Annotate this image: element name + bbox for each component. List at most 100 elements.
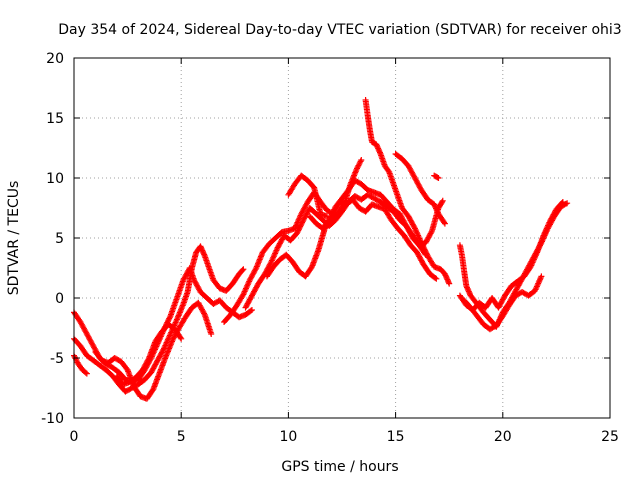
data-point xyxy=(240,266,247,273)
data-point xyxy=(446,280,453,287)
data-point xyxy=(340,202,347,209)
data-point xyxy=(465,287,472,294)
data-point xyxy=(267,260,274,267)
data-point xyxy=(328,211,335,218)
x-tick-label: 5 xyxy=(177,429,186,445)
data-point xyxy=(177,334,184,341)
data-point xyxy=(297,223,304,230)
data-point xyxy=(445,279,452,286)
axis-ticks: 0 5 10 15 20 25 -10 -5 0 5 10 15 20 xyxy=(41,51,619,445)
x-tick-label: 20 xyxy=(494,429,512,445)
x-axis-label: GPS time / hours xyxy=(281,459,398,475)
y-tick-label: -5 xyxy=(50,351,64,367)
data-point xyxy=(376,149,383,156)
data-point xyxy=(247,307,254,314)
data-point xyxy=(420,243,427,250)
data-point xyxy=(201,251,208,258)
data-layer xyxy=(71,97,571,402)
data-point xyxy=(197,243,204,250)
data-point xyxy=(375,145,382,152)
data-point xyxy=(198,246,205,253)
data-point xyxy=(418,241,425,248)
data-point xyxy=(420,245,427,252)
data-point xyxy=(298,220,305,227)
data-point xyxy=(385,167,392,174)
data-point xyxy=(83,370,90,377)
series-track-b xyxy=(71,243,247,395)
chart-title: Day 354 of 2024, Sidereal Day-to-day VTE… xyxy=(58,22,621,38)
y-tick-label: 0 xyxy=(55,291,64,307)
data-point xyxy=(433,205,440,212)
x-tick-label: 0 xyxy=(70,429,79,445)
data-point xyxy=(201,310,208,317)
series-track-d xyxy=(92,299,215,402)
data-point xyxy=(358,157,365,163)
data-point xyxy=(419,242,426,249)
data-point xyxy=(423,250,430,257)
data-point xyxy=(374,144,381,151)
data-point xyxy=(328,213,335,220)
data-point xyxy=(418,239,425,246)
data-point xyxy=(326,217,333,223)
data-point xyxy=(252,266,259,273)
series-track-l xyxy=(392,151,448,227)
data-point xyxy=(373,142,380,149)
data-point xyxy=(329,209,336,216)
data-point xyxy=(559,199,566,205)
data-point xyxy=(293,230,300,237)
data-point xyxy=(327,214,334,221)
data-point xyxy=(428,229,435,236)
data-point xyxy=(373,141,380,148)
data-point xyxy=(208,331,215,337)
data-point xyxy=(444,276,451,283)
data-point xyxy=(433,275,440,282)
data-point xyxy=(422,249,429,256)
data-point xyxy=(295,226,302,233)
data-point xyxy=(466,289,473,296)
data-point xyxy=(431,201,438,208)
series-track-e xyxy=(113,321,185,388)
y-tick-label: 20 xyxy=(46,51,64,67)
y-tick-label: 5 xyxy=(55,231,64,247)
data-point xyxy=(564,200,571,207)
data-point xyxy=(435,175,442,181)
data-point xyxy=(433,206,440,213)
data-point xyxy=(294,228,301,235)
x-tick-label: 25 xyxy=(601,429,619,445)
data-point xyxy=(421,246,428,253)
data-point xyxy=(431,202,438,209)
data-point xyxy=(434,208,441,215)
data-point xyxy=(239,267,246,274)
data-point xyxy=(326,215,333,222)
data-point xyxy=(444,277,451,284)
data-point xyxy=(198,244,205,251)
data-point xyxy=(411,224,418,231)
data-point xyxy=(331,206,338,213)
data-point xyxy=(432,275,439,281)
data-point xyxy=(297,222,304,229)
data-point xyxy=(442,272,449,279)
data-point xyxy=(160,346,167,353)
x-tick-label: 10 xyxy=(279,429,297,445)
data-point xyxy=(464,285,471,292)
data-point xyxy=(295,227,302,234)
data-point xyxy=(375,146,382,153)
data-point xyxy=(465,288,472,295)
data-point xyxy=(299,219,306,226)
series-track-p xyxy=(431,172,442,181)
data-point xyxy=(200,250,207,257)
data-point xyxy=(441,271,448,277)
y-axis-label: SDTVAR / TECUs xyxy=(6,181,22,296)
data-point xyxy=(199,247,206,254)
y-tick-label: -10 xyxy=(41,411,64,427)
data-point xyxy=(441,220,448,227)
data-point xyxy=(199,248,206,255)
data-point xyxy=(443,273,450,280)
data-point xyxy=(432,204,439,211)
data-point xyxy=(463,284,470,291)
data-point xyxy=(166,315,173,322)
data-point xyxy=(376,148,383,155)
data-point xyxy=(422,247,429,254)
data-point xyxy=(178,335,185,342)
data-point xyxy=(441,219,448,226)
